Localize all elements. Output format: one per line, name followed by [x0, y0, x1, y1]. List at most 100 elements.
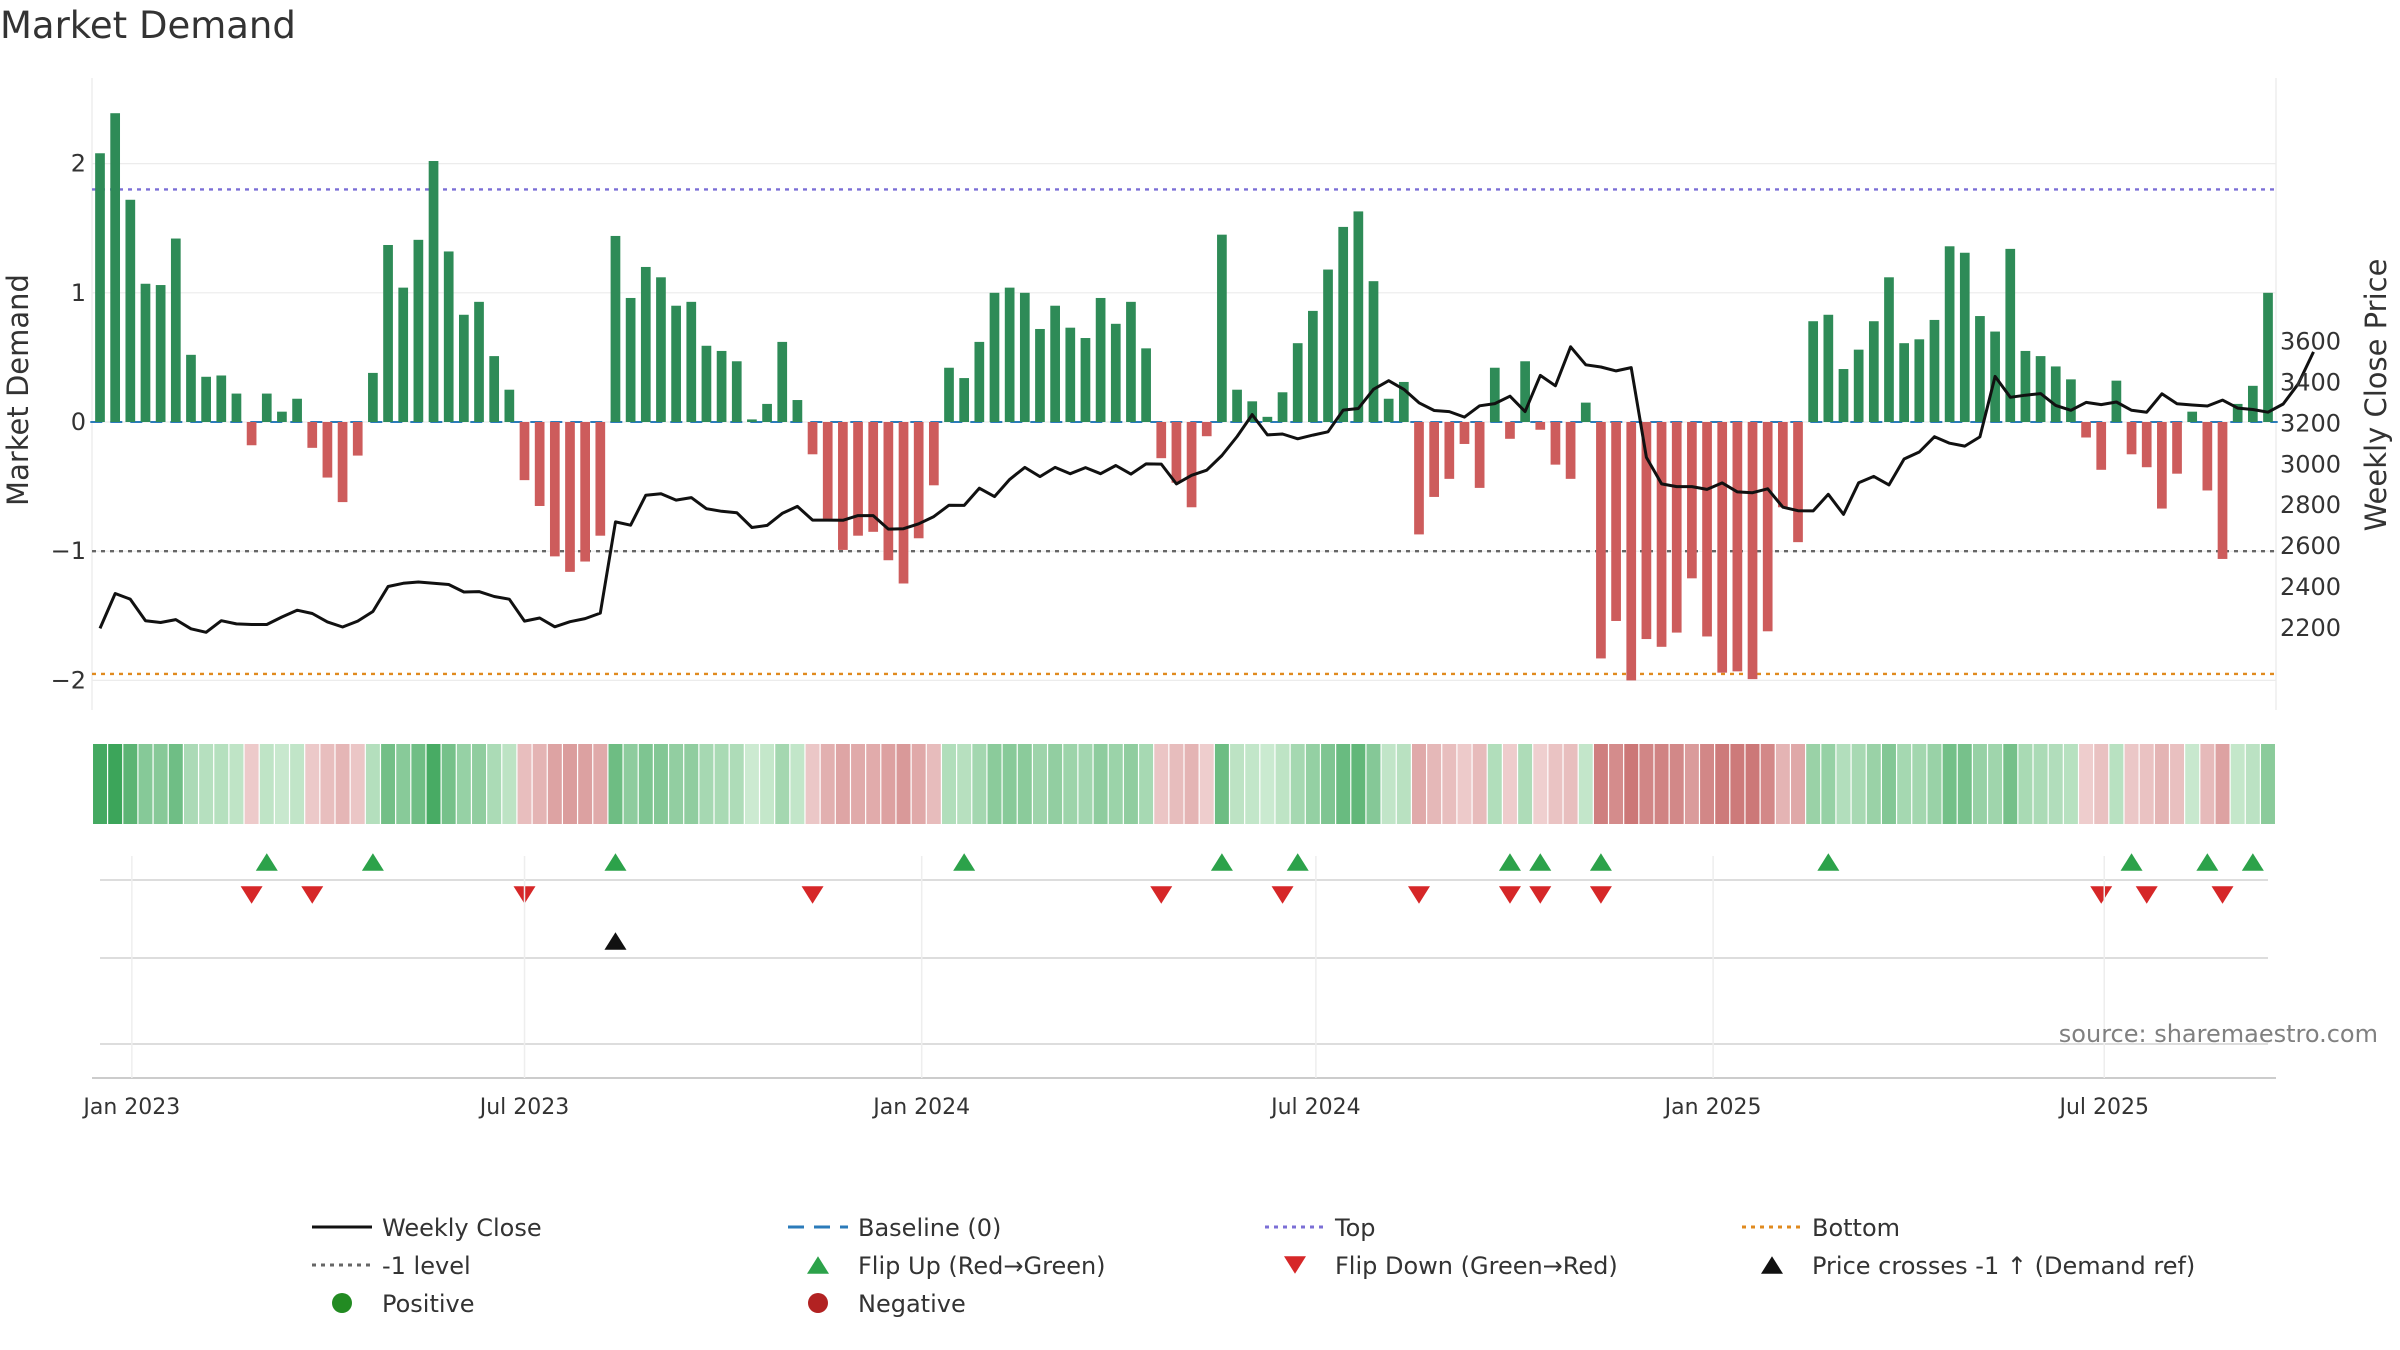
heat-cell	[2230, 744, 2245, 824]
legend-label: Bottom	[1812, 1214, 1900, 1242]
demand-bar	[2141, 422, 2152, 468]
heat-cell	[926, 744, 941, 824]
flip-down-marker	[2211, 886, 2234, 904]
demand-bar	[1732, 422, 1743, 672]
demand-bar	[2081, 422, 2091, 438]
heat-cell	[638, 744, 653, 824]
heat-cell	[578, 744, 593, 824]
heat-cell	[1275, 744, 1290, 824]
heat-cell	[729, 744, 744, 824]
heat-cell	[2261, 744, 2275, 824]
demand-bar	[1717, 422, 1728, 673]
demand-bar	[1110, 323, 1121, 422]
heat-cell	[290, 744, 305, 824]
demand-bar	[95, 153, 105, 422]
heat-cell	[1775, 744, 1790, 824]
demand-bar	[398, 287, 409, 422]
demand-bar	[1277, 392, 1288, 422]
heat-cell	[168, 744, 183, 824]
left-tick-label: −2	[51, 666, 86, 694]
heat-cell	[1927, 744, 1942, 824]
demand-bar	[1793, 422, 1803, 543]
x-tick-label: Jul 2025	[2057, 1095, 2149, 1120]
demand-bar	[519, 422, 530, 481]
flip-down-marker	[2135, 886, 2158, 904]
demand-bar	[1535, 422, 1546, 430]
heat-cell	[790, 744, 805, 824]
demand-bar	[1899, 343, 1909, 422]
demand-bar	[1308, 310, 1318, 422]
demand-bar	[1489, 367, 1500, 422]
demand-bar	[1383, 398, 1394, 422]
demand-bar	[368, 372, 378, 422]
demand-bar	[928, 422, 939, 486]
x-tick-label: Jan 2024	[871, 1095, 970, 1120]
right-tick-label: 2200	[2280, 614, 2341, 642]
legend-label: Flip Up (Red→Green)	[858, 1252, 1106, 1280]
heat-cell	[305, 744, 320, 824]
demand-bar	[1687, 422, 1697, 579]
right-axis-label: Weekly Close Price	[2359, 259, 2393, 532]
demand-bar	[1929, 319, 1940, 422]
heat-cell	[1184, 744, 1199, 824]
heat-cell	[2170, 744, 2185, 824]
demand-bar	[1868, 321, 1879, 422]
demand-bar	[1459, 422, 1470, 444]
demand-bar	[2126, 422, 2137, 455]
demand-bar	[1247, 401, 1258, 422]
demand-bar	[1232, 389, 1242, 422]
heat-cell	[183, 744, 198, 824]
demand-bar	[1823, 314, 1834, 422]
heat-cell	[1897, 744, 1912, 824]
heat-cell	[199, 744, 214, 824]
heat-cell	[2245, 744, 2260, 824]
flip-down-marker	[1498, 886, 1521, 904]
demand-bar	[1050, 305, 1060, 422]
heat-cell	[911, 744, 926, 824]
demand-bar	[1565, 422, 1576, 479]
heat-cell	[1609, 744, 1624, 824]
heat-cell	[714, 744, 729, 824]
heat-cell	[381, 744, 396, 824]
demand-bar	[246, 422, 257, 446]
heat-cell	[1881, 744, 1896, 824]
demand-bar	[1580, 402, 1591, 422]
heat-cell	[1502, 744, 1517, 824]
legend-label: Price crosses -1 ↑ (Demand ref)	[1812, 1252, 2195, 1280]
demand-bar	[1975, 316, 1985, 422]
heat-cell	[1487, 744, 1502, 824]
heat-cell	[2124, 744, 2139, 824]
demand-bar	[2202, 422, 2213, 491]
flip-up-marker	[1589, 853, 1612, 871]
heat-cell	[2094, 744, 2109, 824]
legend-swatch	[807, 1256, 829, 1274]
demand-bar	[322, 422, 333, 478]
demand-bar	[792, 400, 803, 422]
demand-bar	[352, 422, 363, 456]
heat-cell	[942, 744, 956, 824]
heat-cell	[1745, 744, 1760, 824]
heat-cell	[866, 744, 881, 824]
heat-cell	[1351, 744, 1366, 824]
demand-bar	[883, 422, 894, 561]
heat-cell	[456, 744, 471, 824]
flip-down-marker	[240, 886, 263, 904]
heat-cell	[2200, 744, 2215, 824]
heat-cell	[1305, 744, 1320, 824]
heat-cell	[1457, 744, 1472, 824]
heat-cell	[2154, 744, 2169, 824]
flip-down-marker	[801, 886, 824, 904]
heat-cell	[1791, 744, 1805, 824]
heat-cell	[1123, 744, 1138, 824]
legend-swatch	[332, 1293, 352, 1313]
heat-cell	[775, 744, 790, 824]
demand-bar	[959, 378, 970, 422]
right-tick-label: 3400	[2280, 369, 2341, 397]
heat-cell	[1700, 744, 1715, 824]
flip-up-marker	[255, 853, 278, 871]
heat-cell	[2033, 744, 2048, 824]
heat-cell	[1230, 744, 1245, 824]
heat-cell	[93, 744, 107, 824]
demand-bar	[1171, 422, 1182, 483]
heat-cell	[1972, 744, 1987, 824]
